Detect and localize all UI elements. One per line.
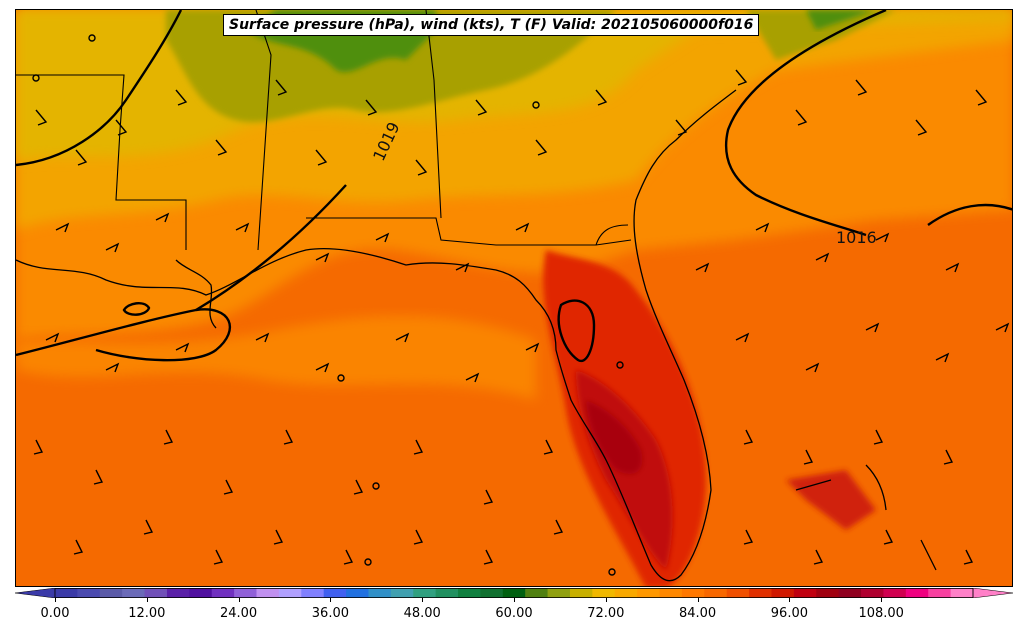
colorbar-tick-label: 48.00 — [403, 606, 441, 621]
colorbar-segment — [99, 588, 123, 598]
colorbar-segment — [726, 588, 750, 598]
colorbar-segment — [301, 588, 325, 598]
colorbar-tick-label: 72.00 — [587, 606, 625, 621]
colorbar-outline — [54, 588, 974, 598]
colorbar-segment — [749, 588, 772, 598]
colorbar-segment — [502, 588, 526, 598]
colorbar-tickmark — [881, 598, 883, 602]
colorbar-segment — [390, 588, 414, 598]
colorbar-segment — [816, 588, 840, 598]
colorbar-segment — [122, 588, 146, 598]
isobars — [16, 10, 1012, 363]
wind-barbs — [33, 69, 1010, 565]
colorbar-tick-label: 24.00 — [219, 606, 258, 621]
colorbar-extend-high — [972, 588, 1013, 598]
temperature-field-hottest-core — [586, 400, 643, 474]
colorbar-segment — [346, 588, 369, 598]
colorbar-tick-label: 12.00 — [128, 606, 166, 621]
coastlines — [16, 89, 937, 582]
colorbar-tickmark — [146, 598, 148, 602]
colorbar-segment — [323, 588, 347, 598]
colorbar-segment — [458, 588, 481, 598]
colorbar-segment — [592, 588, 616, 598]
colorbar-segment — [166, 588, 190, 598]
colorbar-segment — [928, 588, 952, 598]
colorbar-tickmark — [514, 598, 515, 602]
temperature-field-gulf-band — [16, 316, 536, 400]
colorbar-tick-label: 0.00 — [40, 606, 70, 621]
colorbar-segment — [659, 588, 683, 598]
temperature-field-green-ne — [806, 10, 876, 30]
colorbar-tick-label: 36.00 — [311, 606, 349, 621]
colorbar-tick-label: 96.00 — [770, 606, 808, 621]
isobar-label-1016: 1016 — [836, 228, 877, 247]
colorbar-tick-label: 108.00 — [858, 606, 904, 621]
colorbar-segment — [950, 588, 974, 598]
colorbar-segment — [681, 588, 705, 598]
colorbar-tick-label: 60.00 — [495, 606, 533, 621]
map-canvas — [16, 10, 1012, 586]
colorbar-tickmark — [605, 598, 607, 602]
colorbar-segment — [883, 588, 907, 598]
colorbar-segment — [905, 588, 929, 598]
colorbar-segment — [256, 588, 280, 598]
colorbar-tick-label: 84.00 — [678, 606, 717, 621]
calm-wind-circles — [32, 34, 624, 576]
colorbar-extend-low — [15, 588, 56, 598]
colorbar-segment — [234, 588, 258, 598]
colorbar-tickmark — [697, 598, 699, 602]
colorbar-tickmark — [55, 598, 56, 602]
colorbar-segment — [211, 588, 235, 598]
colorbar-tickmark — [238, 598, 240, 602]
colorbar-segment — [77, 588, 101, 598]
colorbar-segment — [861, 588, 884, 598]
colorbar-segment — [525, 588, 549, 598]
colorbar-segment — [704, 588, 728, 598]
map-frame — [15, 9, 1013, 587]
colorbar-segment — [278, 588, 302, 598]
colorbar-tickmark — [422, 598, 424, 602]
colorbar-segment — [838, 588, 862, 598]
colorbar-segment — [793, 588, 817, 598]
colorbar-segment — [771, 588, 795, 598]
colorbar — [15, 588, 1013, 598]
temperature-field-bahamas — [786, 470, 876, 530]
colorbar-segment — [189, 588, 213, 598]
colorbar-segment — [614, 588, 638, 598]
colorbar-segment — [637, 588, 661, 598]
colorbar-segment — [144, 588, 168, 598]
colorbar-segment — [435, 588, 459, 598]
colorbar-segment — [569, 588, 593, 598]
colorbar-segment — [55, 588, 78, 598]
colorbar-segment — [368, 588, 392, 598]
colorbar-segment — [413, 588, 437, 598]
map-title: Surface pressure (hPa), wind (kts), T (F… — [223, 14, 760, 36]
colorbar-segment — [480, 588, 504, 598]
colorbar-tickmark — [330, 598, 332, 602]
colorbar-tickmark — [789, 598, 791, 602]
colorbar-segment — [547, 588, 571, 598]
